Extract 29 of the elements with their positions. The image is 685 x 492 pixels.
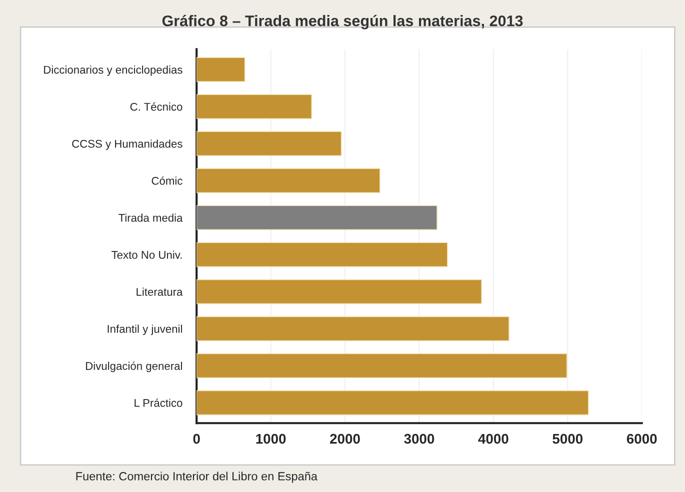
y-tick-label: Divulgación general xyxy=(86,362,182,372)
bar xyxy=(196,279,482,304)
bar xyxy=(196,242,448,268)
bar xyxy=(196,131,342,156)
x-tick-label: 2000 xyxy=(330,434,360,444)
y-tick-label: Literatura xyxy=(136,288,183,296)
bar xyxy=(196,316,510,342)
x-tick-label: 6000 xyxy=(626,434,657,444)
bar xyxy=(196,205,438,230)
source-note: Fuente: Comercio Interior del Libro en España xyxy=(76,472,318,483)
bar xyxy=(196,390,589,416)
bar xyxy=(196,57,246,82)
x-tick-label: 1000 xyxy=(256,434,286,444)
y-tick-label: C. Técnico xyxy=(130,102,182,111)
x-tick-label: 5000 xyxy=(552,434,583,444)
y-tick-label: Diccionarios y enciclopedias xyxy=(44,66,182,76)
y-tick-label: Texto No Univ. xyxy=(112,250,182,259)
x-tick-label: 3000 xyxy=(404,434,434,444)
chart-title: Gráfico 8 – Tirada media según las materias, 2013 xyxy=(162,14,523,30)
bar xyxy=(196,353,568,378)
bar xyxy=(196,168,380,194)
y-tick-label: L Práctico xyxy=(134,398,182,407)
x-tick-label: 0 xyxy=(193,434,200,444)
y-tick-label: Tirada media xyxy=(118,214,183,222)
x-tick-label: 4000 xyxy=(478,434,508,444)
y-tick-label: Cómic xyxy=(152,176,182,185)
y-tick-label: CCSS y Humanidades xyxy=(72,140,182,150)
bar xyxy=(196,94,312,120)
y-tick-label: Infantil y juvenil xyxy=(108,324,182,336)
